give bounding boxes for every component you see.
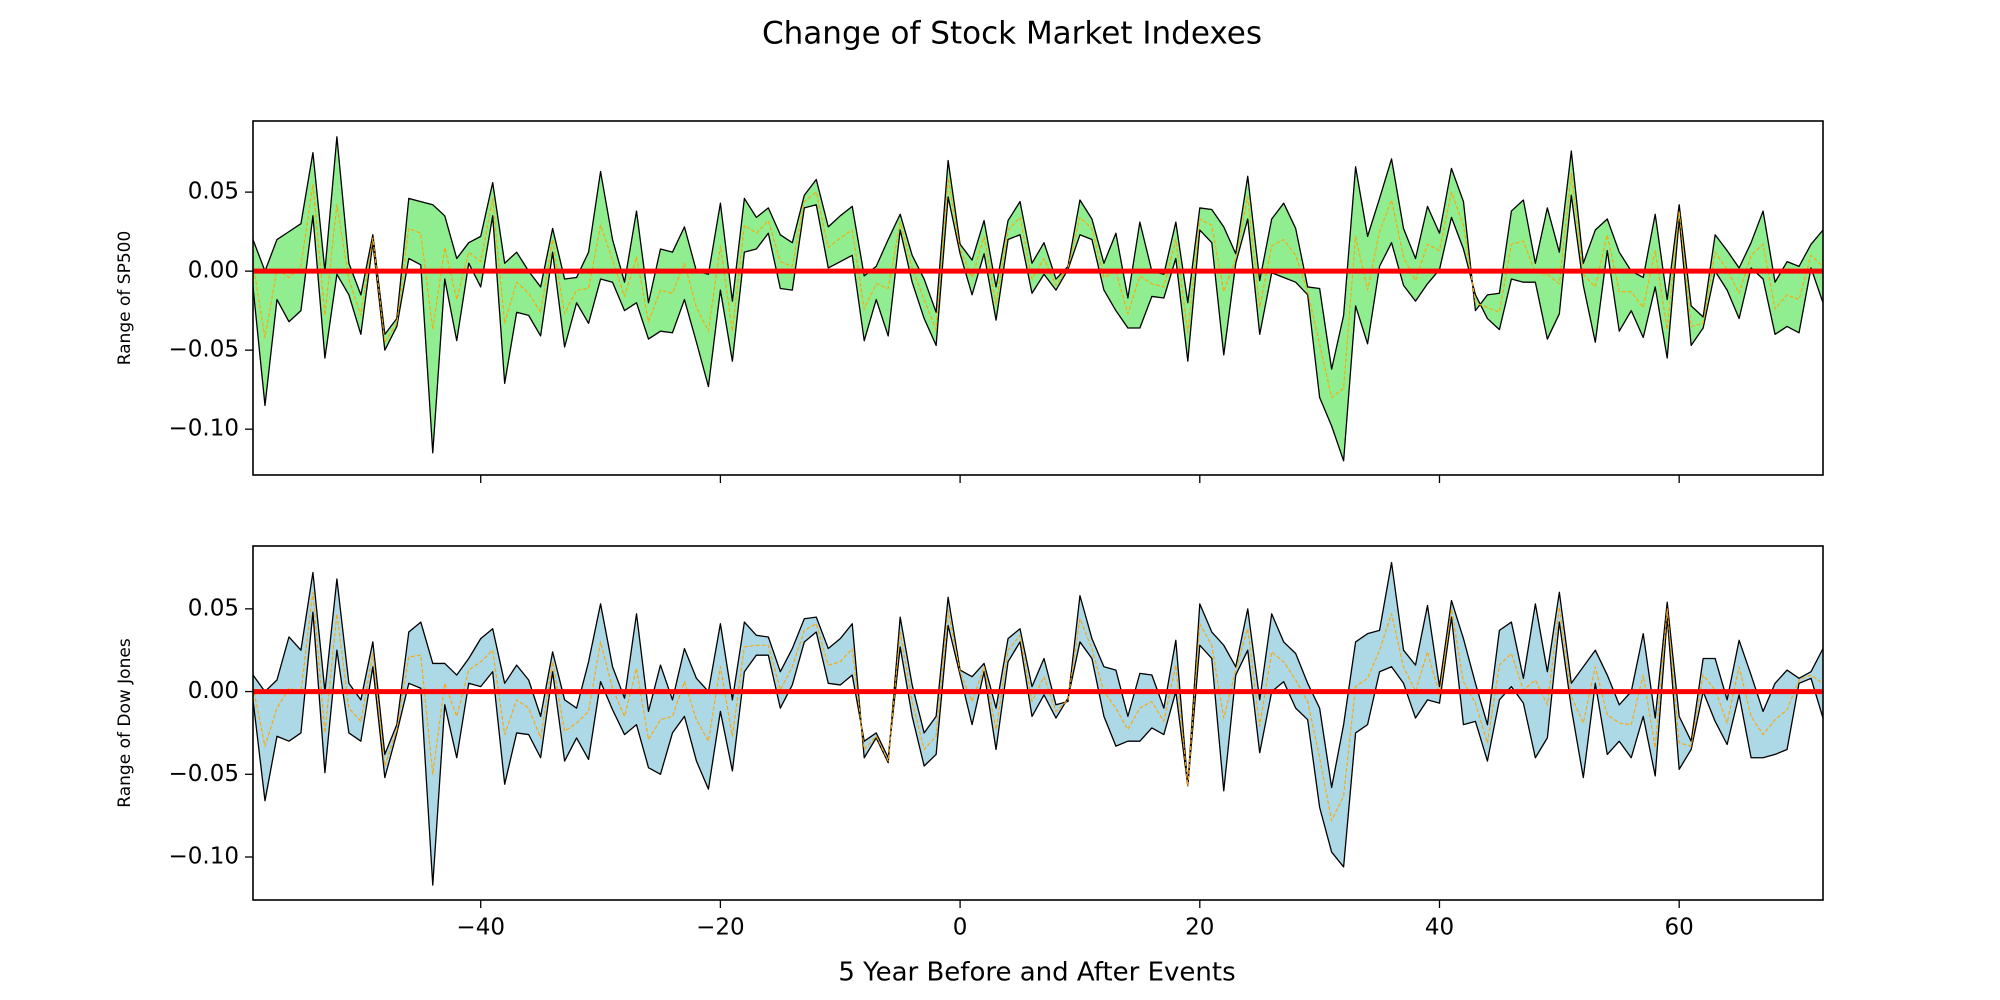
x-tick-label: 60 bbox=[1665, 915, 1694, 941]
y-tick-label: −0.10 bbox=[169, 416, 239, 442]
middle-line bbox=[253, 591, 1823, 822]
y-tick-label: 0.00 bbox=[188, 258, 239, 284]
axes-frame bbox=[252, 120, 1824, 476]
x-tick-label: 40 bbox=[1425, 915, 1454, 941]
y-tick-label: −0.05 bbox=[169, 337, 239, 363]
x-tick-label: −40 bbox=[456, 915, 505, 941]
lower-line bbox=[253, 194, 1823, 462]
plot-area bbox=[253, 136, 1823, 462]
x-axis-label: 5 Year Before and After Events bbox=[838, 958, 1235, 988]
y-tick-label: −0.10 bbox=[169, 843, 239, 869]
lower-line bbox=[253, 611, 1823, 886]
y-tick-label: 0.05 bbox=[188, 595, 239, 621]
plot-area bbox=[253, 561, 1823, 886]
x-tick-label: 0 bbox=[953, 915, 968, 941]
y-axis-label: Range of SP500 bbox=[115, 231, 135, 366]
axes-frame bbox=[252, 545, 1824, 901]
y-tick-label: 0.05 bbox=[188, 179, 239, 205]
x-tick-label: −20 bbox=[696, 915, 745, 941]
y-tick-label: −0.05 bbox=[169, 761, 239, 787]
x-tick-label: 20 bbox=[1185, 915, 1214, 941]
chart-title: Change of Stock Market Indexes bbox=[762, 16, 1262, 52]
upper-line bbox=[253, 561, 1823, 789]
upper-line bbox=[253, 136, 1823, 370]
range-fill bbox=[253, 136, 1823, 461]
range-fill bbox=[253, 562, 1823, 886]
y-axis-label: Range of Dow Jones bbox=[115, 638, 135, 808]
y-tick-label: 0.00 bbox=[188, 678, 239, 704]
